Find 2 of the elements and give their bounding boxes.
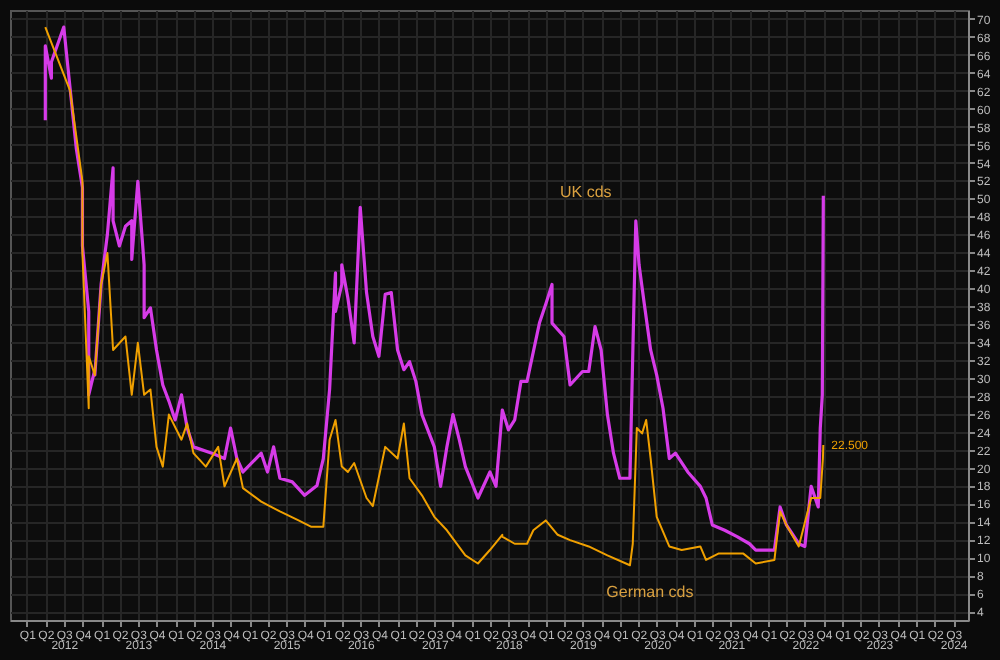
series-label: UK cds xyxy=(560,182,612,201)
series-label: German cds xyxy=(606,583,694,602)
